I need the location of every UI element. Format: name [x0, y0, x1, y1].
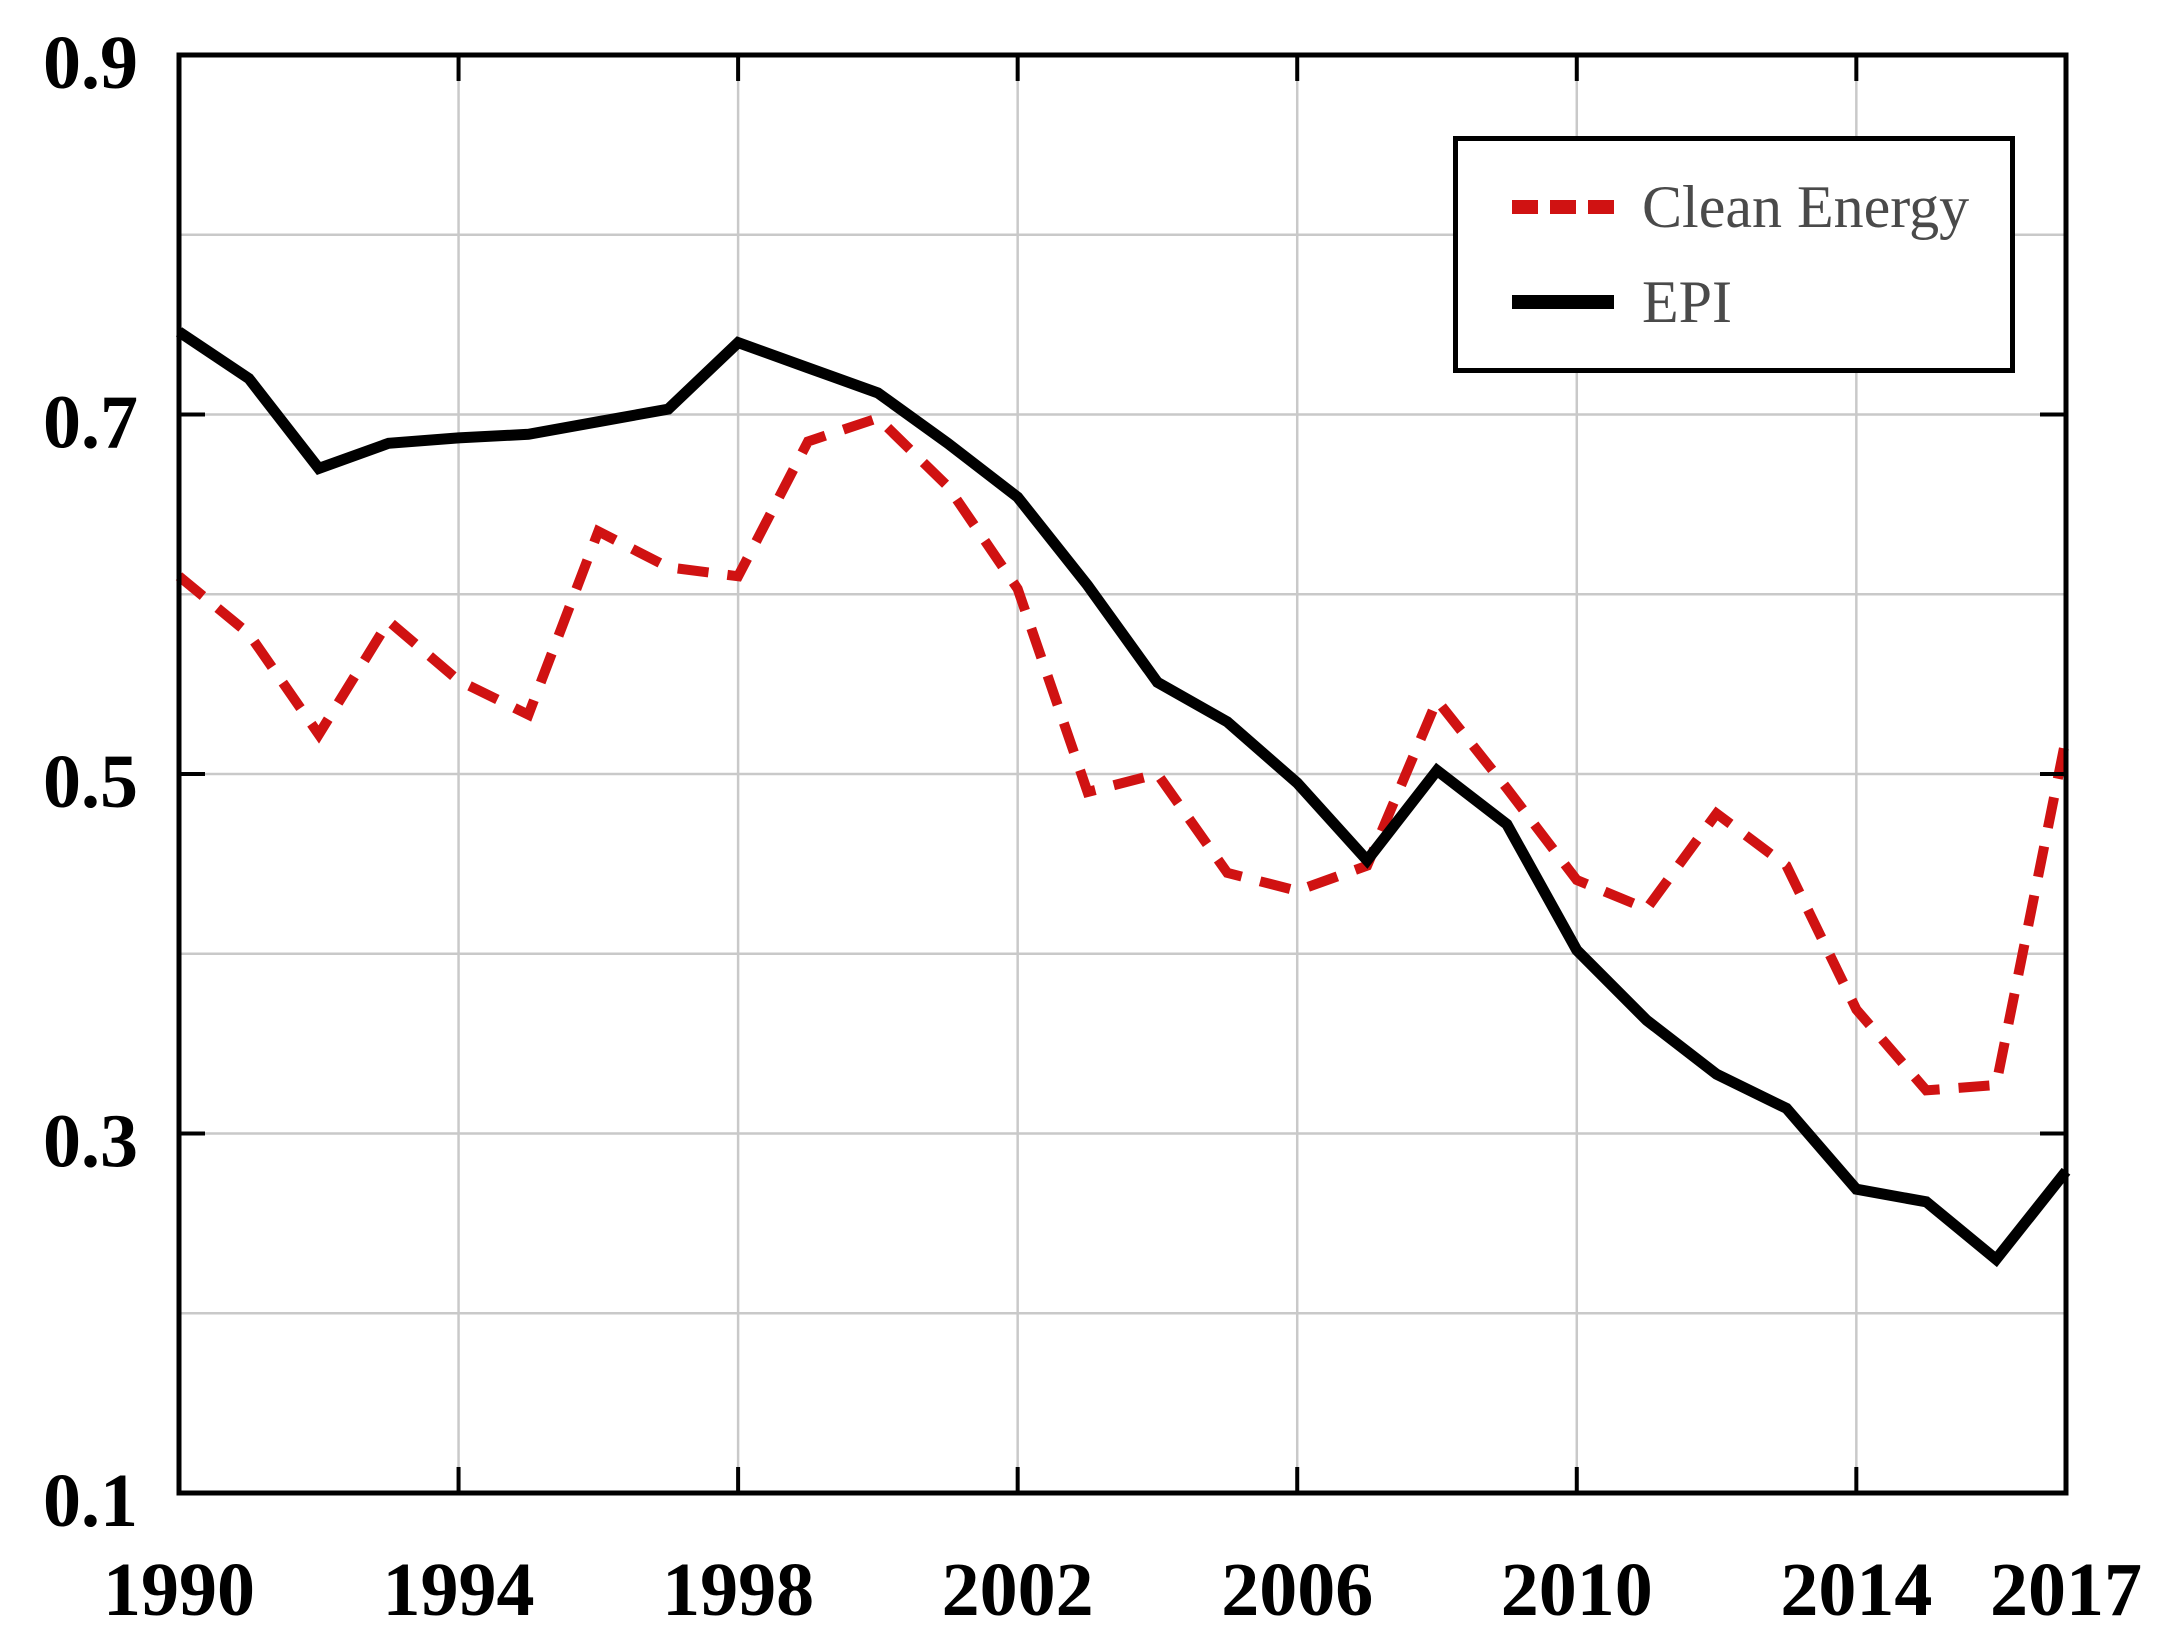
x-tick-label: 2006 — [1221, 1548, 1373, 1632]
x-tick-label: 2014 — [1780, 1548, 1932, 1632]
x-tick-label: 2002 — [942, 1548, 1094, 1632]
x-tick-label: 1998 — [662, 1548, 814, 1632]
legend-label-epi: EPI — [1642, 269, 1732, 336]
y-tick-label: 0.7 — [43, 381, 138, 465]
epi-series-line — [175, 327, 2071, 1268]
epi-solid-line-sample — [1512, 295, 1614, 310]
y-tick-label: 0.5 — [43, 740, 138, 824]
legend-label-clean-energy: Clean Energy — [1642, 173, 1970, 240]
legend-item-epi: EPI — [1512, 272, 2010, 332]
y-tick-label: 0.1 — [43, 1459, 138, 1543]
legend: Clean Energy EPI — [1453, 136, 2015, 373]
x-tick-label: 2010 — [1501, 1548, 1653, 1632]
clean-energy-dashed-line-sample — [1512, 199, 1614, 214]
y-tick-label: 0.3 — [43, 1100, 138, 1184]
legend-item-clean-energy: Clean Energy — [1512, 177, 2010, 237]
y-tick-label: 0.9 — [43, 21, 138, 105]
x-tick-label: 1990 — [103, 1548, 255, 1632]
x-tick-label: 2017 — [1990, 1548, 2142, 1632]
x-tick-label: 1994 — [383, 1548, 535, 1632]
clean-energy-series-line — [175, 412, 2071, 1096]
plot-border — [176, 52, 2069, 1496]
